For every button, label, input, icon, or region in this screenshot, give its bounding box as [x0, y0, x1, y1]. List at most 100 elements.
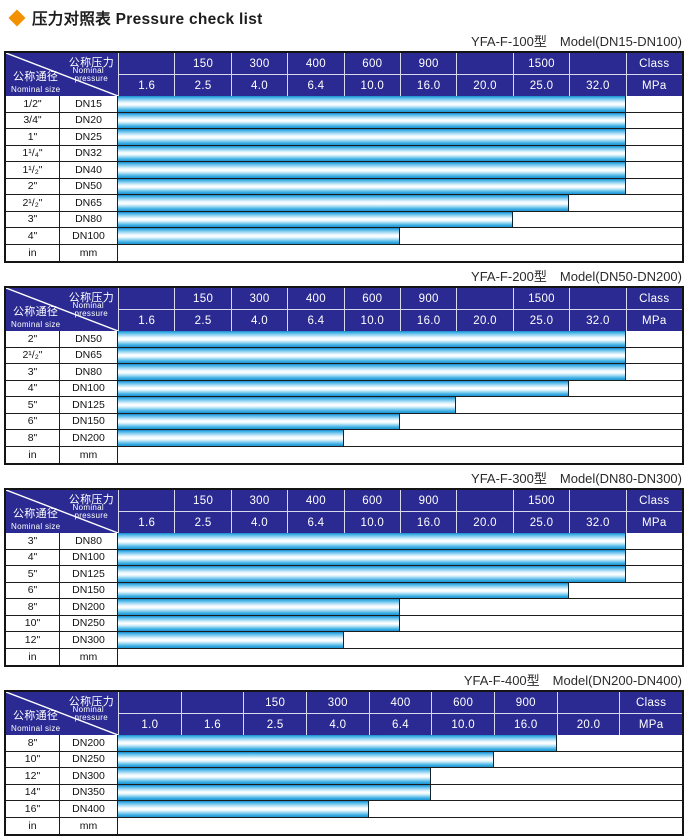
bar-cell: [118, 549, 682, 565]
table-row: 1¹/₄" DN32: [6, 145, 682, 162]
table-row: 8" DN200: [6, 599, 682, 616]
corner-cell: 公称压力 Nominal pressure 公称通径 Nominal size: [6, 692, 118, 735]
class-header-cell: [570, 490, 626, 511]
bar-cell: [118, 364, 682, 380]
bar-cell: [118, 162, 682, 178]
pressure-bar: [118, 195, 570, 211]
mpa-header-cell: 6.4: [369, 714, 432, 735]
mpa-header-cell: MPa: [626, 512, 682, 533]
size-inch-cell: 4": [6, 549, 60, 565]
class-header-cell: 900: [401, 490, 457, 511]
size-inch-cell: 1": [6, 129, 60, 145]
table-section-4: YFA-F-400型 Model(DN200-DN400) 公称压力 Nominal p…: [4, 667, 684, 836]
page-title-en: Pressure check list: [115, 11, 263, 28]
pressure-bar: [118, 364, 626, 380]
model-range: Model(DN15-DN100): [559, 34, 682, 49]
table-row: 4" DN100: [6, 380, 682, 397]
unit-inch-cell: in: [6, 446, 60, 463]
size-inch-cell: 12": [6, 768, 60, 784]
bar-cell: [118, 96, 682, 112]
pressure-table: 公称压力 Nominal pressure 公称通径 Nominal size 150 30…: [4, 286, 684, 465]
bar-cell: [118, 599, 682, 615]
corner-cell: 公称压力 Nominal pressure 公称通径 Nominal size: [6, 53, 118, 96]
corner-pressure-cn: 公称压力: [68, 696, 114, 708]
size-dn-cell: DN250: [60, 615, 118, 631]
mpa-header-cell: 1.0: [119, 714, 181, 735]
class-header-cell: 1500: [513, 53, 570, 74]
bar-cell: [118, 615, 682, 631]
mpa-header-cell: 4.0: [231, 75, 288, 96]
diagonal-divider: [6, 692, 118, 735]
diagonal-divider: [6, 288, 118, 331]
pressure-bar: [118, 347, 626, 363]
size-dn-cell: DN32: [60, 145, 118, 161]
corner-pressure-en1: Nominal: [72, 301, 104, 310]
mpa-header-cell: MPa: [626, 75, 682, 96]
model-name: YFA-F-100型: [471, 34, 547, 49]
bar-cell: [118, 413, 682, 429]
mpa-header-cell: 1.6: [119, 310, 175, 331]
corner-pressure-cn: 公称压力: [68, 494, 114, 506]
pressure-bar: [118, 129, 626, 145]
corner-cell: 公称压力 Nominal pressure 公称通径 Nominal size: [6, 288, 118, 331]
table-row: 5" DN125: [6, 397, 682, 414]
size-inch-cell: 14": [6, 784, 60, 800]
class-header-cell: [457, 53, 513, 74]
size-inch-cell: 10": [6, 615, 60, 631]
pressure-bar: [118, 211, 513, 227]
unit-mm-cell: mm: [60, 817, 118, 834]
table-row: 16" DN400: [6, 801, 682, 818]
unit-row: in mm: [6, 244, 682, 261]
mpa-header-cell: 1.6: [119, 512, 175, 533]
unit-mm-cell: mm: [60, 244, 118, 261]
class-header-cell: 150: [175, 288, 231, 309]
table-section-1: YFA-F-100型 Model(DN15-DN100) 公称压力 Nominal pr…: [4, 28, 684, 263]
model-caption: YFA-F-200型 Model(DN50-DN200): [4, 263, 684, 286]
corner-cell: 公称压力 Nominal pressure 公称通径 Nominal size: [6, 490, 118, 533]
size-inch-cell: 12": [6, 632, 60, 648]
unit-row: in mm: [6, 446, 682, 463]
pressure-bar: [118, 582, 570, 598]
model-caption: YFA-F-100型 Model(DN15-DN100): [4, 28, 684, 51]
bar-cell: [118, 331, 682, 347]
size-dn-cell: DN400: [60, 801, 118, 817]
size-inch-cell: 4": [6, 228, 60, 244]
mpa-header-cell: 2.5: [175, 310, 231, 331]
class-header-cell: 400: [369, 692, 432, 713]
pressure-bar: [118, 178, 626, 194]
size-inch-cell: 10": [6, 751, 60, 767]
corner-size-en: Nominal size: [11, 522, 61, 531]
size-inch-cell: 2¹/₂": [6, 347, 60, 363]
pressure-bar: [118, 801, 369, 817]
table-row: 1/2" DN15: [6, 96, 682, 113]
pressure-bar: [118, 145, 626, 161]
diagonal-divider: [6, 53, 118, 96]
model-name: YFA-F-300型: [471, 471, 547, 486]
size-dn-cell: DN80: [60, 211, 118, 227]
corner-pressure-cn: 公称压力: [68, 57, 114, 69]
table-row: 4" DN100: [6, 549, 682, 566]
mpa-header-cell: 6.4: [288, 75, 344, 96]
corner-size-cn: 公称通径: [13, 306, 59, 318]
bar-cell: [118, 178, 682, 194]
mpa-header-cell: MPa: [620, 714, 682, 735]
mpa-header-cell: 4.0: [307, 714, 369, 735]
table-row: 2" DN50: [6, 331, 682, 348]
size-dn-cell: DN150: [60, 413, 118, 429]
mpa-header-cell: 2.5: [244, 714, 306, 735]
class-header-cell: 400: [288, 288, 344, 309]
corner-pressure-en1: Nominal: [72, 503, 104, 512]
size-dn-cell: DN200: [60, 735, 118, 751]
table-section-2: YFA-F-200型 Model(DN50-DN200) 公称压力 Nominal pr…: [4, 263, 684, 465]
pressure-bar: [118, 751, 494, 767]
corner-pressure-en1: Nominal: [72, 705, 104, 714]
pressure-bar: [118, 533, 626, 549]
bar-cell: [118, 632, 682, 648]
bar-cell: [118, 735, 682, 751]
table-row: 10" DN250: [6, 751, 682, 768]
class-header-cell: 600: [344, 490, 400, 511]
class-header-cell: [119, 692, 181, 713]
corner-size-en: Nominal size: [11, 85, 61, 94]
unit-inch-cell: in: [6, 648, 60, 665]
bar-cell: [118, 211, 682, 227]
